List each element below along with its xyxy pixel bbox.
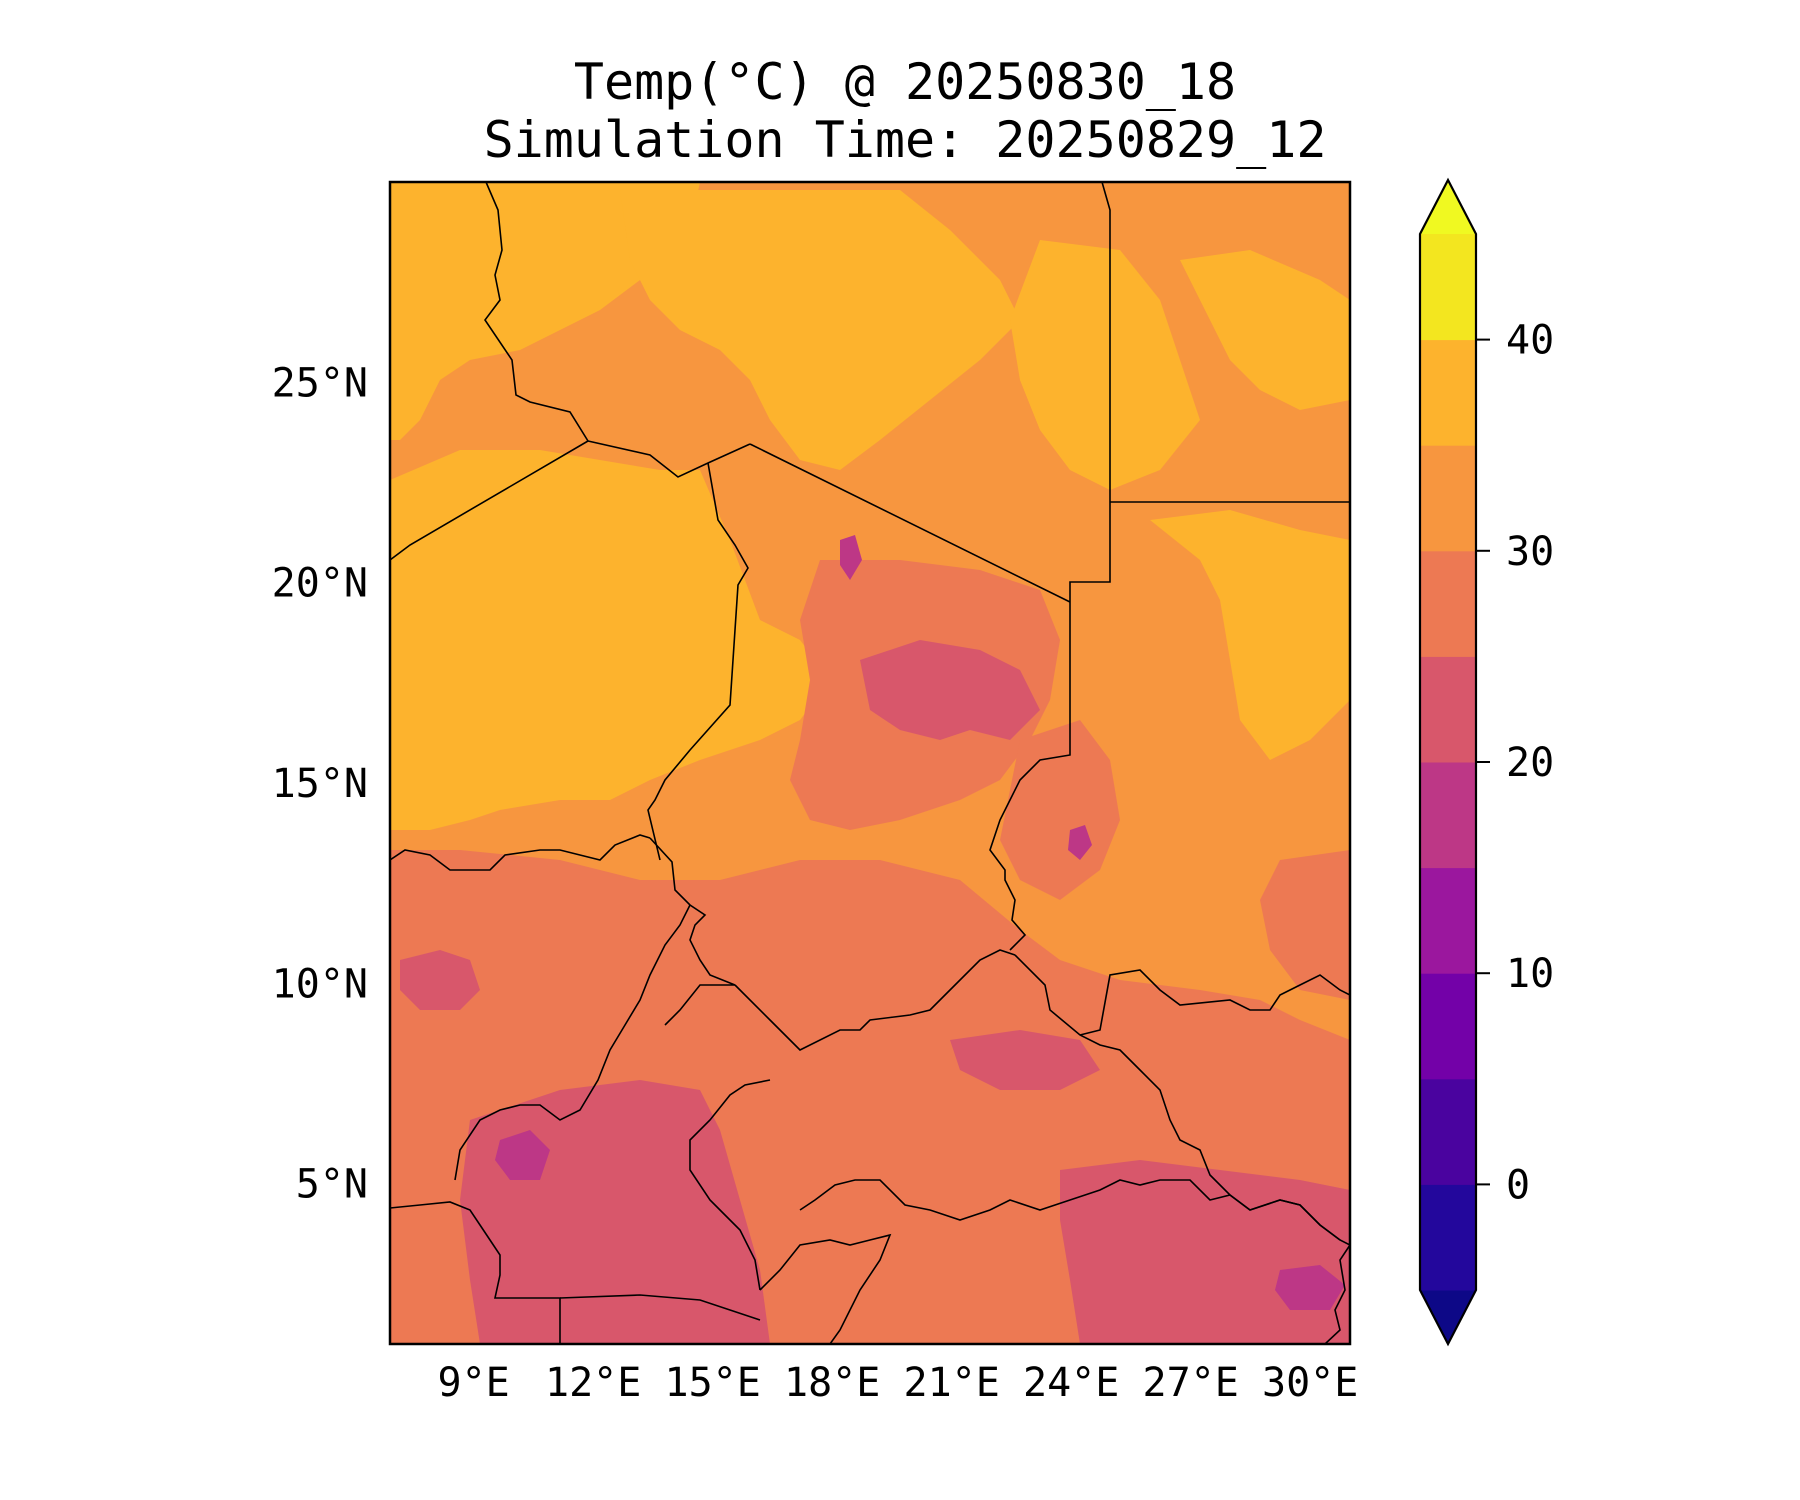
- x-tick-label: 12°E: [545, 1360, 641, 1406]
- hot-region-niger-chad: [390, 450, 830, 830]
- cool-region-chad-center: [860, 640, 1040, 740]
- border-congo-cameroon: [559, 1294, 761, 1321]
- border-chad-cameroon: [649, 837, 736, 1026]
- border-niger-nigeria: [390, 834, 651, 871]
- map-panel: 9°E 12°E 15°E 18°E 21°E 24°E 27°E 30°E 5°N 10°N 1…: [272, 180, 1359, 1406]
- y-tick-label: 15°N: [272, 761, 368, 807]
- colorbar-segment: [1420, 867, 1476, 974]
- y-axis-ticks: 5°N 10°N 15°N 20°N 25°N: [272, 360, 368, 1207]
- border-libya-chad: [749, 443, 1071, 603]
- x-tick-label: 21°E: [903, 1360, 999, 1406]
- colorbar-segment: [1420, 339, 1476, 446]
- map-subtitle: Simulation Time: 20250829_12: [483, 111, 1327, 169]
- cold-spot-tibesti: [840, 535, 862, 580]
- colorbar-tick-label: 30: [1506, 529, 1554, 575]
- colorbar-segment: [1420, 973, 1476, 1080]
- hot-region-northwest: [390, 182, 700, 440]
- y-tick-label: 5°N: [296, 1162, 368, 1208]
- colorbar-segment: [1420, 550, 1476, 657]
- border-sudan-south-sudan: [1079, 969, 1350, 1036]
- colorbar-tick-label: 10: [1506, 951, 1554, 997]
- x-tick-label: 18°E: [784, 1360, 880, 1406]
- colorbar-segment: [1420, 234, 1476, 341]
- cool-region-south-sudan: [1060, 1160, 1350, 1344]
- x-axis-ticks: 9°E 12°E 15°E 18°E 21°E 24°E 27°E 30°E: [438, 1360, 1359, 1406]
- hot-region-sudan: [1150, 510, 1350, 760]
- colorbar-segment: [1420, 1078, 1476, 1185]
- colorbar-tick-label: 40: [1506, 318, 1554, 364]
- colorbar-outline: [1418, 177, 1478, 1347]
- colorbar-under-arrow: [1420, 1290, 1476, 1344]
- x-tick-label: 27°E: [1142, 1360, 1238, 1406]
- temperature-field: [390, 182, 1350, 1344]
- border-libya-niger: [587, 440, 751, 478]
- colorbar-tick-label: 0: [1506, 1162, 1530, 1208]
- hot-region-libya: [620, 190, 1020, 470]
- border-algeria-libya: [484, 182, 589, 442]
- hot-region-northeast: [1180, 250, 1350, 410]
- border-niger-chad: [647, 462, 749, 861]
- y-tick-label: 25°N: [272, 360, 368, 406]
- x-tick-label: 9°E: [438, 1360, 510, 1406]
- x-tick-label: 15°E: [664, 1360, 760, 1406]
- cold-spot-southeast: [1275, 1265, 1345, 1310]
- cool-region-car: [950, 1030, 1100, 1090]
- colorbar-tick-label: 20: [1506, 740, 1554, 786]
- mild-region-sudan-south: [1260, 850, 1350, 1000]
- colorbar: 0 10 20 30 40: [1418, 177, 1554, 1347]
- border-south-east: [1324, 1244, 1350, 1344]
- y-tick-label: 10°N: [272, 961, 368, 1007]
- y-tick-label: 20°N: [272, 561, 368, 607]
- cool-region-nigeria: [400, 950, 480, 1010]
- border-chad-sudan: [989, 602, 1071, 951]
- colorbar-segment: [1420, 656, 1476, 763]
- border-libya-egypt: [1069, 182, 1111, 602]
- border-car-drc: [759, 1233, 892, 1344]
- colorbar-segment: [1420, 445, 1476, 552]
- x-tick-label: 24°E: [1023, 1360, 1119, 1406]
- border-algeria-niger: [390, 440, 589, 561]
- x-tick-label: 30°E: [1262, 1360, 1358, 1406]
- border-car-south-sudan: [799, 1179, 1341, 1241]
- border-eq-guinea: [390, 1201, 505, 1299]
- country-borders: [390, 182, 1350, 1344]
- border-nigeria-cameroon: [454, 904, 691, 1181]
- colorbar-segment: [1420, 1184, 1476, 1291]
- colorbar-segment: [1420, 762, 1476, 869]
- cold-spot-cameroon: [495, 1130, 550, 1180]
- colorbar-over-arrow: [1420, 180, 1476, 234]
- map-title: Temp(°C) @ 20250830_18: [573, 53, 1237, 111]
- border-chad-car: [734, 949, 1016, 1051]
- mild-region-darfur: [1000, 720, 1120, 900]
- hot-region-egypt: [1010, 240, 1200, 490]
- border-cameroon-car: [689, 1079, 771, 1291]
- map-frame: [388, 180, 1352, 1346]
- cold-spot-darfur: [1068, 825, 1092, 860]
